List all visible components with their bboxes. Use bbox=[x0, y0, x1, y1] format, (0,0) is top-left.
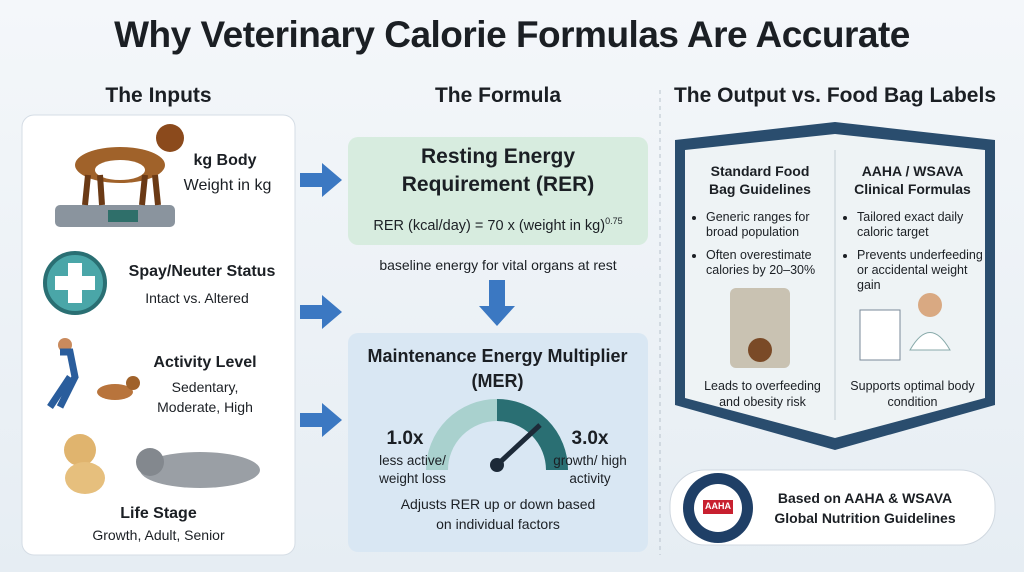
chart-clipboard bbox=[859, 309, 901, 361]
input-label: kg Body bbox=[193, 152, 257, 169]
mer-low-label: less active/ weight loss bbox=[379, 453, 446, 486]
input-detail: Sedentary, Moderate, High bbox=[157, 379, 253, 415]
food-bag bbox=[730, 288, 790, 368]
title: Why Veterinary Calorie Formulas Are Accu… bbox=[114, 14, 910, 55]
mer-high-value: 3.0x bbox=[571, 428, 609, 449]
bullet: Tailored exact daily caloric target bbox=[857, 210, 983, 240]
clinical-title: AAHA / WSAVA Clinical Formulas bbox=[854, 163, 971, 197]
cross bbox=[55, 263, 95, 303]
dog-head bbox=[156, 124, 184, 152]
rer-title: Resting Energy Requirement (RER) bbox=[401, 145, 595, 196]
seal-text: AAHA bbox=[705, 501, 731, 511]
formula-heading: The Formula bbox=[434, 84, 561, 107]
bullet: Prevents underfeeding or accidental weig… bbox=[857, 248, 983, 293]
input-detail: Intact vs. Altered bbox=[145, 290, 249, 306]
badge-text: Based on AAHA & WSAVA Global Nutrition G… bbox=[774, 490, 956, 526]
scale-display bbox=[108, 210, 138, 222]
input-label: Spay/Neuter Status bbox=[128, 263, 276, 280]
input-detail: Weight in kg bbox=[183, 177, 272, 194]
gauge-needle bbox=[495, 423, 542, 467]
running-dog bbox=[97, 384, 133, 400]
inputs-heading: The Inputs bbox=[105, 84, 212, 107]
input-arrows bbox=[300, 163, 515, 437]
clinical-bullets: Tailored exact daily caloric target Preve… bbox=[843, 210, 983, 301]
mer-box bbox=[348, 333, 648, 552]
input-label: Activity Level bbox=[153, 354, 257, 371]
rer-box bbox=[348, 137, 648, 245]
equation: RER (kcal/day) = 70 x (weight in kg) bbox=[373, 217, 606, 234]
mer-footer: Adjusts RER up or down based on individu… bbox=[400, 496, 596, 532]
puppy bbox=[64, 434, 96, 466]
badge bbox=[669, 469, 996, 546]
mer-high-label: growth/ high activity bbox=[553, 453, 627, 486]
input-detail: Growth, Adult, Senior bbox=[92, 527, 225, 543]
rer-equation: RER (kcal/day) = 70 x (weight in kg)0.75 bbox=[348, 216, 648, 234]
standard-bullets: Generic ranges for broad population Often… bbox=[692, 210, 827, 286]
rer-note: baseline energy for vital organs at rest bbox=[379, 257, 617, 273]
mer-low-value: 1.0x bbox=[386, 428, 424, 449]
mer-title: Maintenance Energy Multiplier (MER) bbox=[367, 346, 628, 391]
bullet: Often overestimate calories by 20–30% bbox=[706, 248, 827, 278]
standard-result: Leads to overfeeding and obesity risk bbox=[704, 379, 821, 409]
exponent: 0.75 bbox=[605, 216, 623, 226]
clinical-result: Supports optimal body condition bbox=[850, 379, 975, 409]
input-label: Life Stage bbox=[120, 505, 197, 522]
bullet: Generic ranges for broad population bbox=[706, 210, 827, 240]
output-heading: The Output vs. Food Bag Labels bbox=[673, 84, 996, 107]
standard-title: Standard Food Bag Guidelines bbox=[709, 163, 811, 197]
vet bbox=[918, 293, 942, 317]
dog-belly bbox=[95, 160, 145, 180]
senior-dog bbox=[140, 452, 260, 488]
